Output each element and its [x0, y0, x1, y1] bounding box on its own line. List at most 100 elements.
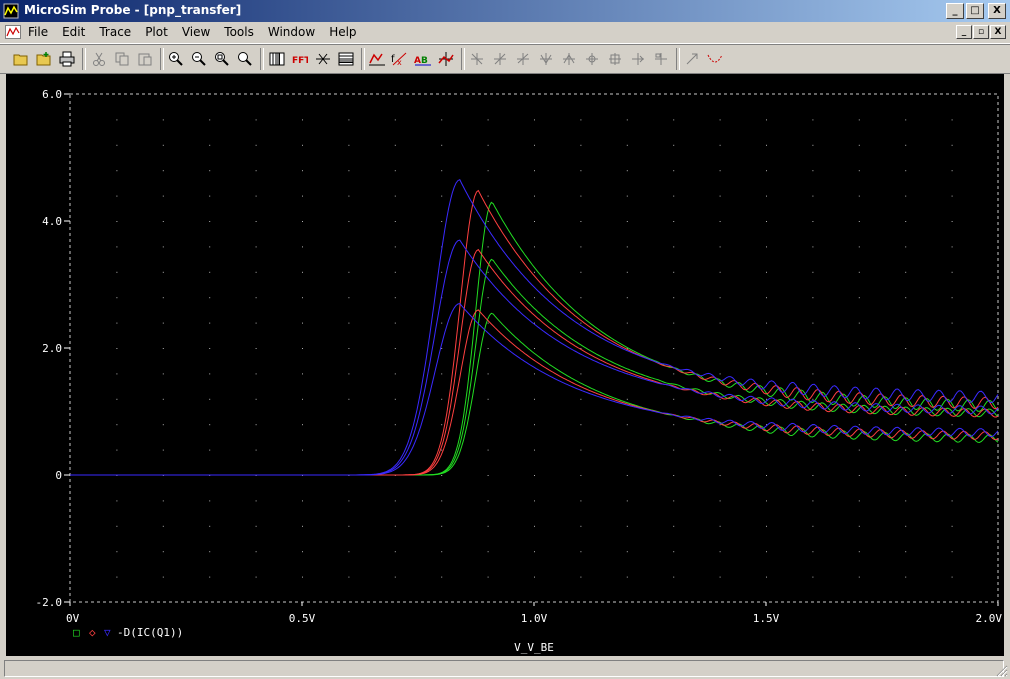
grid-dot [951, 322, 953, 324]
grid-dot [812, 246, 814, 248]
grid-dot [812, 348, 814, 349]
grid-dot [348, 271, 350, 273]
grid-dot [348, 144, 350, 146]
doc-close-button[interactable]: X [990, 25, 1006, 39]
grid-dot [719, 297, 721, 299]
grid-dot [534, 170, 535, 172]
copy-icon[interactable] [111, 48, 132, 69]
grid-dot [626, 221, 628, 222]
grid-dot [858, 119, 860, 121]
open-append-icon[interactable] [33, 48, 54, 69]
grid-dot [394, 195, 396, 197]
grid-dot [858, 348, 860, 349]
resize-grip-icon[interactable] [996, 665, 1008, 677]
open-folder-icon[interactable] [10, 48, 31, 69]
mark-label-icon[interactable] [681, 48, 702, 69]
grid-dot [209, 170, 211, 172]
grid-dot [812, 170, 814, 172]
menu-bar: File Edit Trace Plot View Tools Window H… [0, 22, 1010, 44]
mark-data-icon[interactable] [704, 48, 725, 69]
menu-view[interactable]: View [181, 25, 211, 39]
grid-dot [534, 475, 535, 476]
grid-dot [673, 348, 675, 349]
cursor-slope-icon[interactable] [512, 48, 533, 69]
grid-dot [116, 525, 118, 527]
grid-dot [951, 271, 953, 273]
grid-dot [441, 170, 443, 172]
menu-tools[interactable]: Tools [224, 25, 254, 39]
x-tick-label: 0.5V [289, 612, 316, 625]
zoom-out-icon[interactable] [188, 48, 209, 69]
maximize-button[interactable]: □ [966, 3, 984, 19]
performance-icon[interactable] [312, 48, 333, 69]
grid-dot [441, 373, 443, 375]
grid-dot [719, 221, 721, 222]
grid-dot [302, 373, 303, 375]
grid [116, 119, 953, 578]
cursor-trough-icon[interactable] [489, 48, 510, 69]
grid-dot [162, 322, 164, 324]
trace-line [70, 248, 999, 476]
fft-icon[interactable]: FFT [289, 48, 310, 69]
grid-dot [534, 322, 535, 324]
grid-dot [580, 475, 582, 476]
cursor-peak-icon[interactable] [466, 48, 487, 69]
menu-plot[interactable]: Plot [145, 25, 168, 39]
cursor-min-icon[interactable] [535, 48, 556, 69]
minimize-button[interactable]: _ [946, 3, 964, 19]
cursor-point-icon[interactable] [581, 48, 602, 69]
grid-dot [348, 348, 350, 349]
grid-dot [951, 170, 953, 172]
grid-dot [580, 551, 582, 553]
menu-window[interactable]: Window [267, 25, 316, 39]
grid-dot [673, 551, 675, 553]
grid-dot [905, 576, 907, 578]
grid-dot [812, 195, 814, 197]
doc-minimize-button[interactable]: _ [956, 25, 972, 39]
grid-dot [209, 246, 211, 248]
cursor-search-icon[interactable] [604, 48, 625, 69]
grid-dot [951, 195, 953, 197]
grid-dot [580, 221, 582, 222]
doc-restore-button[interactable]: ▫ [973, 25, 989, 39]
grid-dot [255, 576, 257, 578]
grid-dot [302, 297, 303, 299]
zoom-area-icon[interactable] [211, 48, 232, 69]
legend-marker-red: ◇ [89, 626, 96, 639]
log-x-icon[interactable] [266, 48, 287, 69]
paste-icon[interactable] [134, 48, 155, 69]
menu-edit[interactable]: Edit [62, 25, 86, 39]
document-system-icon[interactable] [5, 25, 21, 39]
svg-text:B: B [421, 56, 428, 66]
grid-dot [812, 576, 814, 578]
cursor-label-icon[interactable] [650, 48, 671, 69]
grid-dot [255, 525, 257, 527]
grid-dot [534, 525, 535, 527]
cursor-max-icon[interactable] [558, 48, 579, 69]
cut-icon[interactable] [88, 48, 109, 69]
grid-dot [255, 398, 257, 400]
toggle-cursor-icon[interactable] [435, 48, 456, 69]
grid-dot [348, 297, 350, 299]
grid-dot [348, 449, 350, 451]
grid-dot [905, 170, 907, 172]
menu-file[interactable]: File [28, 25, 49, 39]
add-trace-icon[interactable] [366, 48, 387, 69]
print-icon[interactable] [56, 48, 77, 69]
grid-dot [858, 221, 860, 222]
grid-dot [812, 221, 814, 222]
grid-dot [626, 322, 628, 324]
log-y-icon[interactable] [335, 48, 356, 69]
plot-area[interactable]: 6.0 4.0 2.0 0 -2.0 0V 0.5V 1.0V 1.5V 2.0V □ ◇ ▽ … [6, 74, 1004, 656]
menu-help[interactable]: Help [329, 25, 357, 39]
grid-dot [812, 297, 814, 299]
close-button[interactable]: X [988, 3, 1006, 19]
zoom-in-icon[interactable] [165, 48, 186, 69]
menu-trace[interactable]: Trace [99, 25, 132, 39]
zoom-fit-icon[interactable] [234, 48, 255, 69]
cursor-next-icon[interactable] [627, 48, 648, 69]
grid-dot [719, 475, 721, 476]
